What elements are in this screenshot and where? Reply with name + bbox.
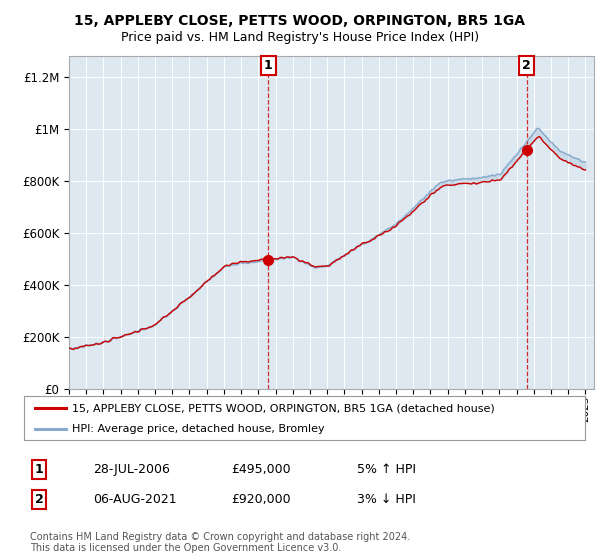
- Text: Price paid vs. HM Land Registry's House Price Index (HPI): Price paid vs. HM Land Registry's House …: [121, 31, 479, 44]
- Text: 28-JUL-2006: 28-JUL-2006: [93, 463, 170, 476]
- Text: 06-AUG-2021: 06-AUG-2021: [93, 493, 176, 506]
- Text: 2: 2: [35, 493, 43, 506]
- Text: 15, APPLEBY CLOSE, PETTS WOOD, ORPINGTON, BR5 1GA: 15, APPLEBY CLOSE, PETTS WOOD, ORPINGTON…: [74, 14, 526, 28]
- Text: HPI: Average price, detached house, Bromley: HPI: Average price, detached house, Brom…: [71, 424, 325, 433]
- Text: 1: 1: [264, 59, 273, 72]
- Text: Contains HM Land Registry data © Crown copyright and database right 2024.
This d: Contains HM Land Registry data © Crown c…: [30, 531, 410, 553]
- Text: 15, APPLEBY CLOSE, PETTS WOOD, ORPINGTON, BR5 1GA (detached house): 15, APPLEBY CLOSE, PETTS WOOD, ORPINGTON…: [71, 403, 494, 413]
- Text: £920,000: £920,000: [231, 493, 290, 506]
- Text: 3% ↓ HPI: 3% ↓ HPI: [357, 493, 416, 506]
- Text: 2: 2: [523, 59, 531, 72]
- Text: £495,000: £495,000: [231, 463, 290, 476]
- Text: 5% ↑ HPI: 5% ↑ HPI: [357, 463, 416, 476]
- Text: 1: 1: [35, 463, 43, 476]
